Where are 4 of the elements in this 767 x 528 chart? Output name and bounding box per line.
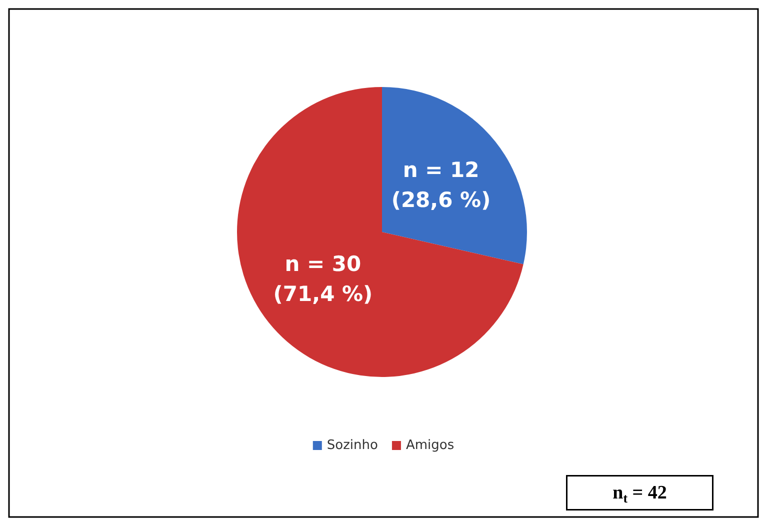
legend-label: Amigos: [406, 438, 454, 453]
data-label: n = 30 (71,4 %): [273, 252, 373, 306]
legend-label: Sozinho: [326, 438, 378, 453]
data-label: n = 12 (28,6 %): [391, 158, 491, 212]
